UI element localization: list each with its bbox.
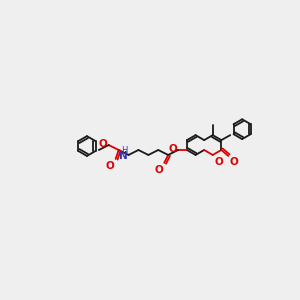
Text: N: N	[119, 151, 128, 161]
Text: O: O	[229, 157, 238, 167]
Text: O: O	[214, 157, 223, 167]
Text: H: H	[121, 146, 127, 155]
Text: O: O	[99, 139, 108, 149]
Text: O: O	[154, 165, 163, 175]
Text: O: O	[106, 161, 115, 171]
Text: O: O	[168, 144, 177, 154]
